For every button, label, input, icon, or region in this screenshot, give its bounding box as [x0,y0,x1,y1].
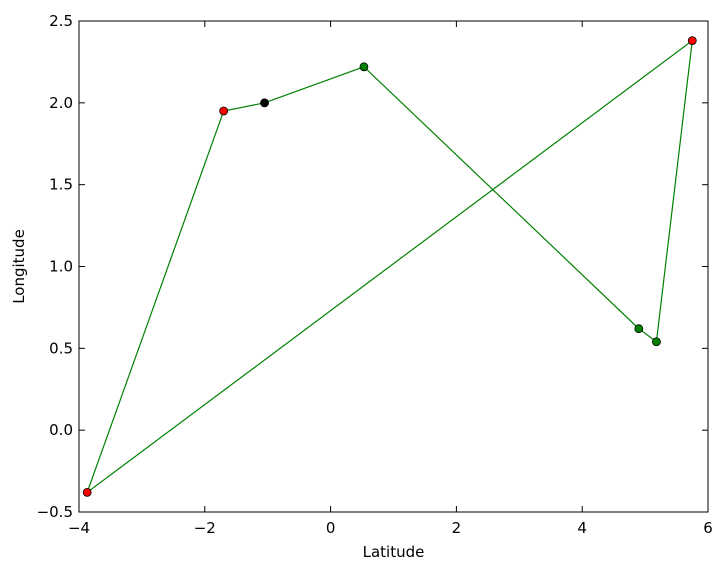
data-point [219,106,229,116]
data-point [260,98,269,108]
y-axis-label: Longitude [10,229,28,304]
data-point [634,324,644,334]
y-tick-label: 2.5 [49,12,73,30]
x-axis-label: Latitude [363,543,425,561]
plot-frame [78,20,709,513]
x-tick-label: 4 [577,519,587,537]
x-tick-label: −4 [68,519,90,537]
y-tick-label: 0.5 [49,339,73,357]
x-tick-label: −2 [194,519,216,537]
y-tick-label: 2.0 [49,94,73,112]
data-point [687,36,697,46]
x-tick-label: 0 [326,519,336,537]
x-tick-label: 6 [703,519,713,537]
plot-area [79,21,708,512]
data-point [82,487,92,497]
series-layer [82,36,697,497]
data-point [652,337,661,347]
x-tick-label: 2 [452,519,462,537]
y-tick-label: 0.0 [49,421,73,439]
y-tick-label: −0.5 [37,503,73,521]
series-line [85,39,694,495]
y-tick-label: 1.5 [49,176,73,194]
ticks-layer: −4 −2 0 2 4 6 −0.5 0.0 0.5 1.0 1.5 2.0 2.5 [37,12,713,537]
data-point [359,62,369,72]
y-tick-label: 1.0 [49,258,73,276]
